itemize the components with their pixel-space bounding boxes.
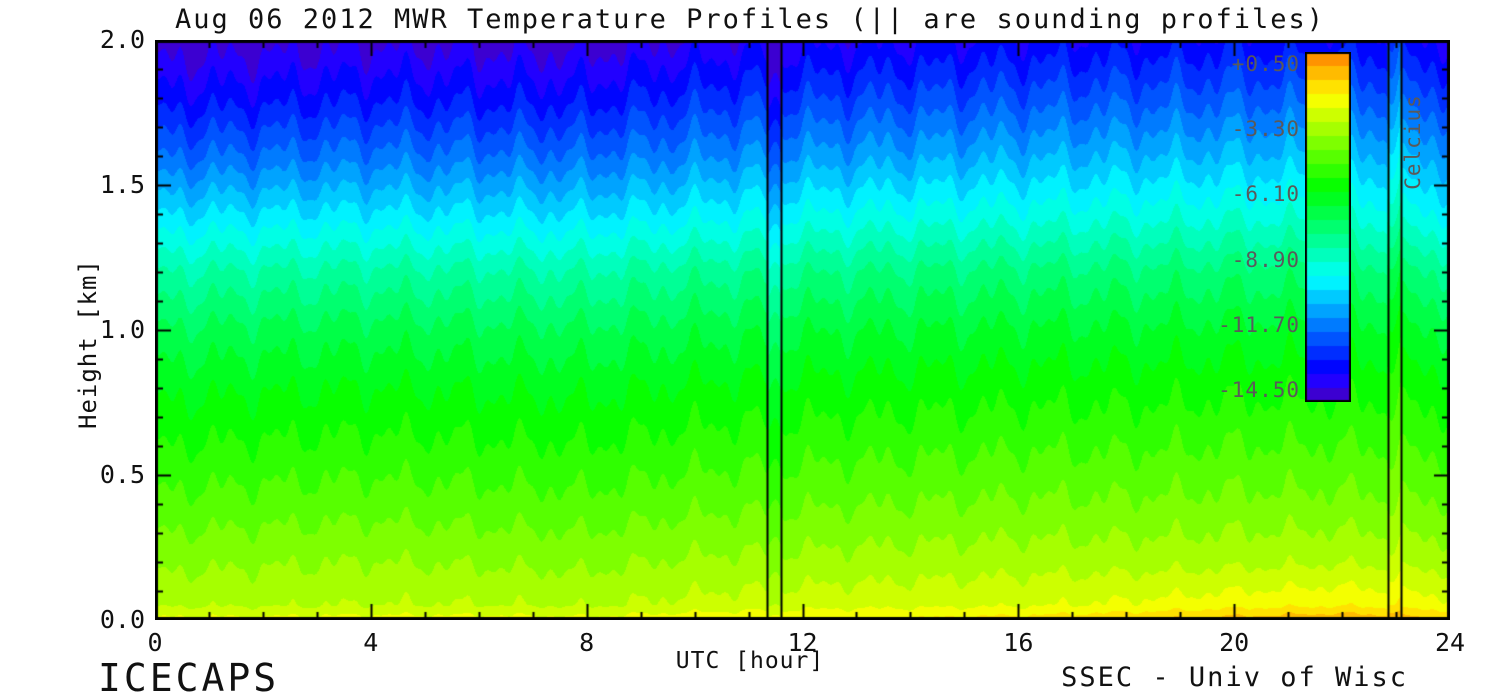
x-tick-label: 4 [363,628,379,657]
colorbar-tick-label: -3.30 [1231,117,1300,142]
y-tick-label: 0.0 [99,605,145,634]
project-label: ICECAPS [98,656,280,700]
x-axis-title: UTC [hour] [675,648,825,674]
x-tick-label: 8 [579,628,595,657]
y-tick-label: 1.5 [99,170,145,199]
institution-label: SSEC - Univ of Wisc [1061,662,1408,693]
colorbar-tick-label: -6.10 [1231,182,1300,207]
colorbar-tick-label: -8.90 [1231,247,1300,272]
colorbar-tick-label: +0.50 [1231,52,1300,76]
colorbar-tick-label: -14.50 [1218,378,1300,402]
y-axis-title: Height [km] [74,259,102,429]
x-tick-label: 12 [787,628,818,657]
y-tick-label: 2.0 [99,25,145,54]
plot-title: Aug 06 2012 MWR Temperature Profiles (||… [174,4,1326,35]
colorbar-tick-label: -11.70 [1218,312,1300,337]
temperature-heatmap [155,40,1450,620]
y-tick-label: 1.0 [99,315,145,344]
colorbar-title: Celcius [1401,94,1425,190]
x-tick-label: 20 [1219,628,1250,657]
x-tick-label: 24 [1434,628,1466,657]
y-tick-label: 0.5 [99,460,145,489]
x-tick-label: 16 [1003,628,1034,657]
colorbar [1305,52,1351,402]
x-tick-label: 0 [147,628,163,657]
